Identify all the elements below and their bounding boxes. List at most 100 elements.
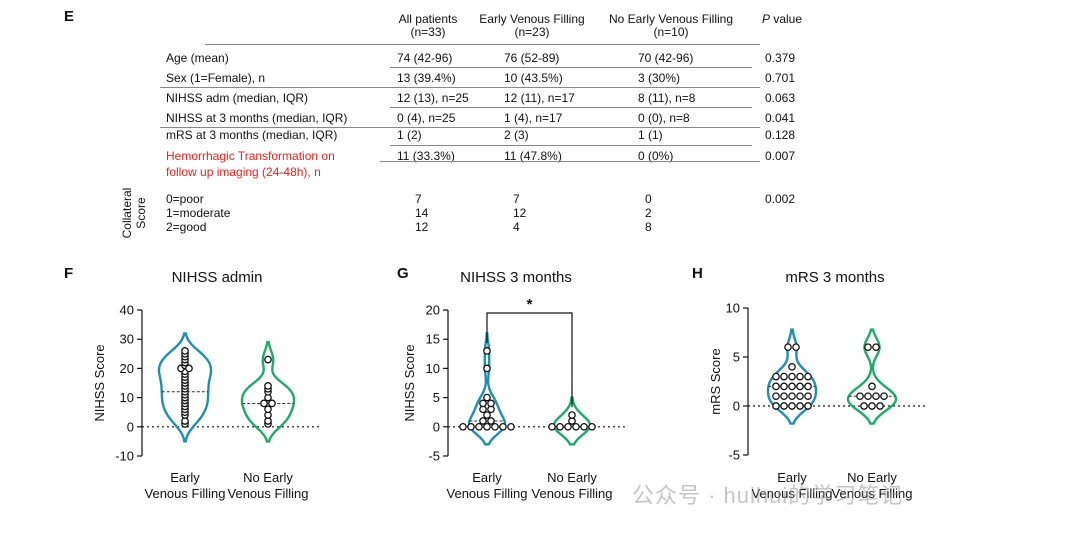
chart-title: mRS 3 months (785, 269, 884, 286)
x-category-label: Venous Filling (832, 486, 913, 501)
data-point (780, 392, 788, 401)
collateral-noevf-moderate: 2 (645, 206, 652, 220)
collateral-all-moderate: 14 (415, 206, 429, 220)
data-point (483, 364, 491, 373)
data-point (487, 399, 495, 408)
y-tick-label: -5 (428, 449, 440, 464)
data-point (772, 372, 780, 381)
data-point (507, 422, 515, 431)
row-rule (160, 87, 760, 88)
row-rule (160, 127, 760, 128)
data-point (804, 392, 812, 401)
x-category-label: Early (472, 470, 502, 485)
cell-age-noevf: 70 (42-96) (638, 51, 694, 65)
watermark: 公众号 · huihui的学习笔记 (632, 483, 904, 508)
collateral-level-poor: 0=poor (166, 192, 204, 206)
cell-nihss-adm-noevf: 8 (11), n=8 (638, 91, 696, 105)
cell-hemorrhagic-evf: 11 (47.8%) (504, 149, 562, 163)
data-point (864, 392, 872, 401)
cell-hemorrhagic-p: 0.007 (765, 149, 796, 163)
header-evf: Early Venous Filling (n=23) (470, 13, 594, 39)
y-tick-label: 0 (733, 399, 740, 414)
data-point (876, 402, 884, 410)
data-point (868, 382, 876, 391)
data-point (796, 392, 804, 401)
data-point (459, 422, 467, 431)
x-category-label: No Early (243, 470, 293, 485)
header-pvalue-italic: P (761, 12, 770, 26)
data-point (864, 343, 872, 352)
x-category-label: Early (170, 470, 200, 485)
data-point (804, 402, 812, 410)
y-tick-label: 5 (733, 350, 740, 365)
table-header-rule (205, 44, 760, 45)
data-point (772, 392, 780, 401)
cell-nihss-3m-all: 0 (4), n=25 (397, 111, 456, 125)
cell-nihss-3m-p: 0.041 (765, 111, 796, 125)
row-rule (380, 161, 760, 162)
data-point (796, 372, 804, 381)
data-point (556, 422, 564, 431)
collateral-evf-poor: 7 (513, 192, 520, 206)
x-category-label: No Early (847, 470, 897, 485)
data-point (181, 347, 189, 355)
data-point (487, 417, 495, 425)
data-point (780, 402, 788, 410)
data-point (483, 347, 491, 355)
cell-hemorrhagic-noevf: 0 (0%) (638, 149, 674, 163)
data-point (792, 343, 800, 352)
collateral-all-poor: 7 (415, 192, 422, 206)
header-noevf: No Early Venous Filling (n=10) (596, 13, 746, 39)
cell-mrs-3m-all: 1 (2) (397, 128, 422, 142)
header-pvalue-rest: value (769, 12, 803, 26)
violin-shape (766, 328, 818, 425)
row-label-nihss-3m: NIHSS at 3 months (median, IQR) (166, 111, 348, 125)
data-point (499, 422, 507, 431)
data-point (467, 422, 475, 431)
cell-sex-p: 0.701 (765, 71, 796, 85)
data-point (483, 422, 491, 431)
significance-bracket (486, 312, 573, 408)
y-axis-label: mRS Score (708, 348, 723, 414)
data-point (860, 402, 868, 410)
y-tick-label: -10 (115, 449, 134, 464)
cell-sex-noevf: 3 (30%) (638, 71, 681, 85)
header-noevf-line1: No Early Venous Filling (608, 12, 734, 26)
y-tick-label: 5 (433, 390, 440, 405)
collateral-p: 0.002 (765, 192, 796, 206)
cell-nihss-3m-noevf: 0 (0), n=8 (638, 111, 690, 125)
data-point (772, 402, 780, 410)
row-rule (390, 107, 752, 108)
data-point (264, 405, 272, 414)
data-point (772, 382, 780, 391)
data-point (268, 399, 276, 408)
collateral-level-moderate: 1=moderate (166, 206, 231, 220)
row-rule (390, 67, 752, 68)
collateral-noevf-poor: 0 (645, 192, 652, 206)
x-category-label: Early (777, 470, 807, 485)
y-tick-label: 10 (726, 301, 740, 316)
data-point (580, 422, 588, 431)
x-category-label: No Early (547, 470, 597, 485)
data-point (588, 422, 596, 431)
data-point (788, 402, 796, 410)
row-label-mrs-3m: mRS at 3 months (median, IQR) (166, 128, 338, 142)
data-point (804, 372, 812, 381)
data-point (479, 399, 487, 408)
cell-nihss-adm-evf: 12 (11), n=17 (504, 91, 575, 105)
cell-nihss-adm-all: 12 (13), n=25 (397, 91, 469, 105)
significance-label: * (527, 296, 533, 313)
header-all-patients: All patients (n=33) (380, 13, 476, 39)
collateral-all-good: 12 (415, 220, 429, 234)
cell-sex-all: 13 (39.4%) (397, 71, 456, 85)
data-point (788, 362, 796, 371)
x-category-label: Venous Filling (447, 486, 528, 501)
data-point (788, 372, 796, 381)
cell-age-evf: 76 (52-89) (504, 51, 560, 65)
y-tick-label: 40 (120, 303, 134, 318)
violin-shape (846, 328, 898, 425)
y-tick-label: 10 (426, 361, 440, 376)
cell-age-all: 74 (42-96) (397, 51, 453, 65)
data-point (784, 343, 792, 352)
